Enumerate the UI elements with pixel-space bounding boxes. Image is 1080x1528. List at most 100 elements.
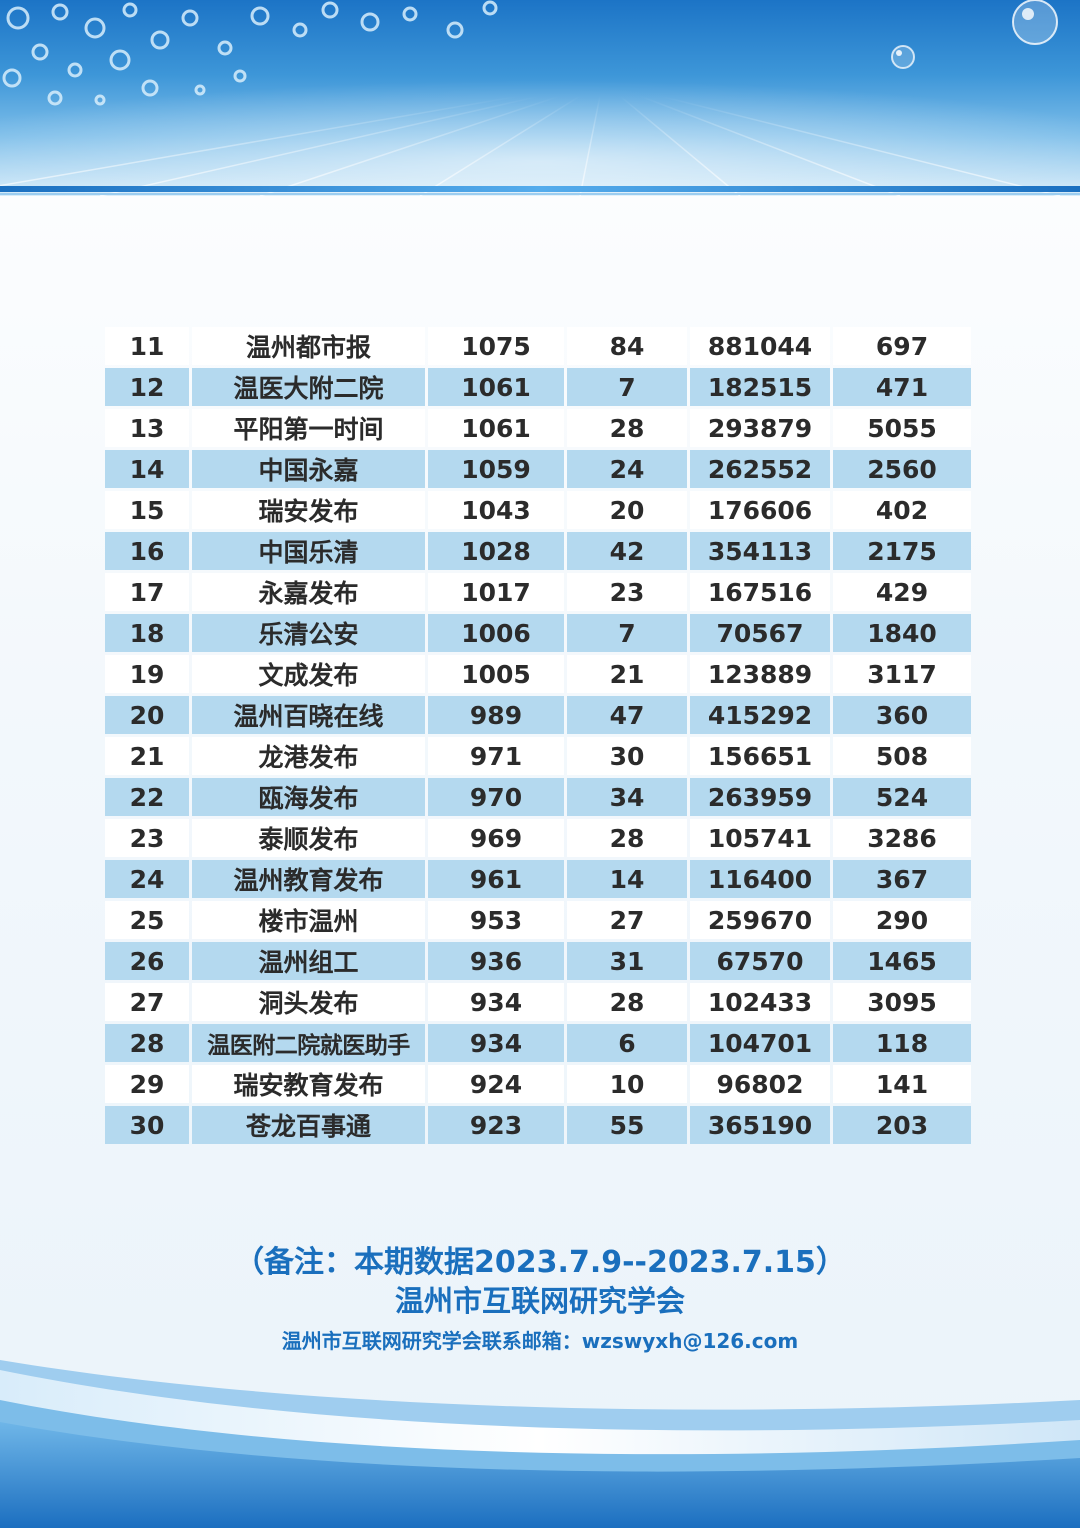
likes-cell: 3286 [833, 819, 971, 857]
reads-cell: 262552 [690, 450, 830, 488]
score-cell: 971 [428, 737, 564, 775]
table-row: 24 温州教育发布 961 14 116400 367 [105, 860, 971, 898]
reads-cell: 67570 [690, 942, 830, 980]
table-row: 17 永嘉发布 1017 23 167516 429 [105, 573, 971, 611]
reads-cell: 70567 [690, 614, 830, 652]
likes-cell: 5055 [833, 409, 971, 447]
likes-cell: 118 [833, 1024, 971, 1062]
score-cell: 1061 [428, 409, 564, 447]
account-name-cell: 温医大附二院 [192, 368, 425, 406]
table-row: 16 中国乐清 1028 42 354113 2175 [105, 532, 971, 570]
table-row: 19 文成发布 1005 21 123889 3117 [105, 655, 971, 693]
rank-cell: 18 [105, 614, 189, 652]
table-row: 25 楼市温州 953 27 259670 290 [105, 901, 971, 939]
rank-cell: 22 [105, 778, 189, 816]
contact-email: 温州市互联网研究学会联系邮箱：wzswyxh@126.com [281, 1329, 799, 1353]
posts-cell: 28 [567, 409, 687, 447]
likes-cell: 524 [833, 778, 971, 816]
score-cell: 953 [428, 901, 564, 939]
likes-cell: 290 [833, 901, 971, 939]
likes-cell: 141 [833, 1065, 971, 1103]
rank-cell: 24 [105, 860, 189, 898]
account-name-cell: 楼市温州 [192, 901, 425, 939]
header-divider [0, 186, 1080, 192]
rank-cell: 19 [105, 655, 189, 693]
reads-cell: 167516 [690, 573, 830, 611]
posts-cell: 21 [567, 655, 687, 693]
rank-cell: 26 [105, 942, 189, 980]
rank-cell: 11 [105, 327, 189, 365]
posts-cell: 20 [567, 491, 687, 529]
table-row: 12 温医大附二院 1061 7 182515 471 [105, 368, 971, 406]
reads-cell: 365190 [690, 1106, 830, 1144]
account-name-cell: 温州百晓在线 [192, 696, 425, 734]
account-name-cell: 永嘉发布 [192, 573, 425, 611]
posts-cell: 7 [567, 614, 687, 652]
likes-cell: 2560 [833, 450, 971, 488]
reads-cell: 116400 [690, 860, 830, 898]
posts-cell: 10 [567, 1065, 687, 1103]
account-name-cell: 温州教育发布 [192, 860, 425, 898]
rank-cell: 28 [105, 1024, 189, 1062]
score-cell: 923 [428, 1106, 564, 1144]
score-cell: 970 [428, 778, 564, 816]
account-name-cell: 平阳第一时间 [192, 409, 425, 447]
score-cell: 936 [428, 942, 564, 980]
rank-cell: 13 [105, 409, 189, 447]
rank-cell: 27 [105, 983, 189, 1021]
reads-cell: 415292 [690, 696, 830, 734]
score-cell: 934 [428, 1024, 564, 1062]
likes-cell: 360 [833, 696, 971, 734]
rank-cell: 20 [105, 696, 189, 734]
table-row: 13 平阳第一时间 1061 28 293879 5055 [105, 409, 971, 447]
likes-cell: 508 [833, 737, 971, 775]
score-cell: 1061 [428, 368, 564, 406]
table-row: 28 温医附二院就医助手 934 6 104701 118 [105, 1024, 971, 1062]
likes-cell: 429 [833, 573, 971, 611]
posts-cell: 34 [567, 778, 687, 816]
account-name-cell: 温州都市报 [192, 327, 425, 365]
likes-cell: 697 [833, 327, 971, 365]
posts-cell: 7 [567, 368, 687, 406]
posts-cell: 28 [567, 819, 687, 857]
account-name-cell: 龙港发布 [192, 737, 425, 775]
table-row: 20 温州百晓在线 989 47 415292 360 [105, 696, 971, 734]
account-name-cell: 瑞安教育发布 [192, 1065, 425, 1103]
posts-cell: 31 [567, 942, 687, 980]
score-cell: 1017 [428, 573, 564, 611]
score-cell: 934 [428, 983, 564, 1021]
likes-cell: 367 [833, 860, 971, 898]
header-decoration [0, 0, 1080, 196]
posts-cell: 23 [567, 573, 687, 611]
table-row: 22 瓯海发布 970 34 263959 524 [105, 778, 971, 816]
table-row: 30 苍龙百事通 923 55 365190 203 [105, 1106, 971, 1144]
reads-cell: 881044 [690, 327, 830, 365]
score-cell: 1043 [428, 491, 564, 529]
reads-cell: 263959 [690, 778, 830, 816]
account-name-cell: 苍龙百事通 [192, 1106, 425, 1144]
reads-cell: 96802 [690, 1065, 830, 1103]
likes-cell: 3095 [833, 983, 971, 1021]
score-cell: 924 [428, 1065, 564, 1103]
table-row: 14 中国永嘉 1059 24 262552 2560 [105, 450, 971, 488]
reads-cell: 156651 [690, 737, 830, 775]
score-cell: 1005 [428, 655, 564, 693]
header-banner [0, 0, 1080, 196]
table-row: 15 瑞安发布 1043 20 176606 402 [105, 491, 971, 529]
table-row: 18 乐清公安 1006 7 70567 1840 [105, 614, 971, 652]
reads-cell: 104701 [690, 1024, 830, 1062]
posts-cell: 24 [567, 450, 687, 488]
posts-cell: 55 [567, 1106, 687, 1144]
account-name-cell: 瑞安发布 [192, 491, 425, 529]
account-name-cell: 中国永嘉 [192, 450, 425, 488]
table-row: 26 温州组工 936 31 67570 1465 [105, 942, 971, 980]
score-cell: 961 [428, 860, 564, 898]
account-name-cell: 文成发布 [192, 655, 425, 693]
likes-cell: 402 [833, 491, 971, 529]
ranking-table: 11 温州都市报 1075 84 881044 697 12 温医大附二院 1061 7 18251… [102, 324, 974, 1147]
rank-cell: 15 [105, 491, 189, 529]
reads-cell: 293879 [690, 409, 830, 447]
rank-cell: 29 [105, 1065, 189, 1103]
account-name-cell: 乐清公安 [192, 614, 425, 652]
posts-cell: 30 [567, 737, 687, 775]
